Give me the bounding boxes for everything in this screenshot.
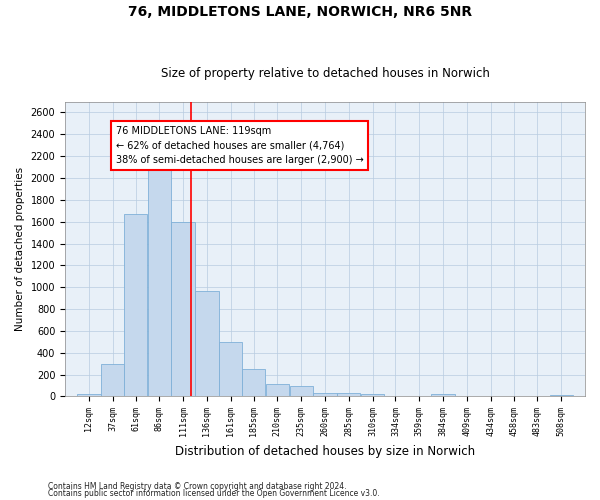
Bar: [219, 342, 242, 396]
Bar: [290, 386, 313, 396]
Title: Size of property relative to detached houses in Norwich: Size of property relative to detached ho…: [161, 66, 490, 80]
Bar: [550, 395, 573, 396]
Bar: [172, 222, 195, 396]
Text: Contains HM Land Registry data © Crown copyright and database right 2024.: Contains HM Land Registry data © Crown c…: [48, 482, 347, 491]
Bar: [77, 394, 101, 396]
Bar: [148, 164, 171, 396]
Bar: [431, 394, 455, 396]
Bar: [266, 384, 289, 396]
Y-axis label: Number of detached properties: Number of detached properties: [15, 167, 25, 331]
Bar: [361, 394, 384, 396]
Bar: [124, 214, 147, 396]
Bar: [313, 392, 337, 396]
Text: 76, MIDDLETONS LANE, NORWICH, NR6 5NR: 76, MIDDLETONS LANE, NORWICH, NR6 5NR: [128, 5, 472, 19]
Bar: [101, 364, 124, 396]
Text: 76 MIDDLETONS LANE: 119sqm
← 62% of detached houses are smaller (4,764)
38% of s: 76 MIDDLETONS LANE: 119sqm ← 62% of deta…: [116, 126, 363, 165]
Text: Contains public sector information licensed under the Open Government Licence v3: Contains public sector information licen…: [48, 488, 380, 498]
Bar: [337, 393, 361, 396]
X-axis label: Distribution of detached houses by size in Norwich: Distribution of detached houses by size …: [175, 444, 475, 458]
Bar: [242, 369, 265, 396]
Bar: [195, 291, 218, 397]
